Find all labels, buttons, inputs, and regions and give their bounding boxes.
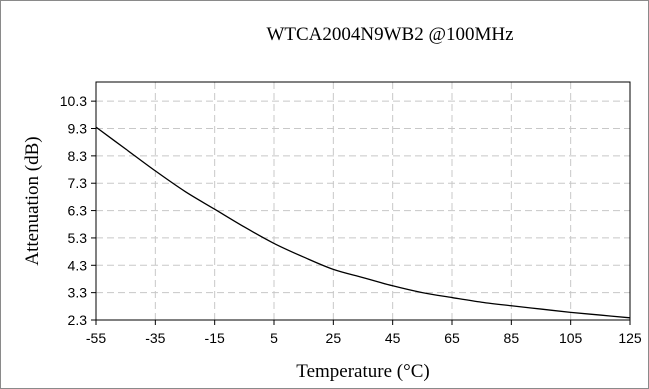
chart-title: WTCA2004N9WB2 @100MHz (266, 24, 513, 45)
y-tick-label: 3.3 (68, 285, 88, 301)
y-tick-label: 2.3 (68, 312, 88, 328)
y-tick-label: 7.3 (68, 175, 88, 191)
x-tick-label: 5 (270, 330, 278, 346)
plot-area-border (95, 81, 631, 321)
x-tick-labels: -55 -35 -15 5 25 45 65 85 105 125 (86, 330, 642, 346)
grid (95, 82, 631, 321)
x-tick-label: 125 (618, 330, 642, 346)
y-tick-label: 5.3 (68, 230, 88, 246)
tick-marks (91, 100, 631, 325)
x-tick-label: -15 (205, 330, 225, 346)
x-tick-label: 65 (444, 330, 460, 346)
y-tick-label: 10.3 (60, 93, 87, 109)
y-tick-label: 6.3 (68, 203, 88, 219)
x-tick-label: 85 (504, 330, 520, 346)
y-tick-labels: 10.3 9.3 8.3 7.3 6.3 5.3 4.3 3.3 2.3 (60, 93, 87, 328)
x-axis-label: Temperature (°C) (296, 361, 429, 382)
x-tick-label: -35 (145, 330, 165, 346)
y-tick-label: 8.3 (68, 148, 88, 164)
y-axis-label: Attenuation (dB) (22, 136, 43, 265)
x-tick-label: 45 (385, 330, 401, 346)
x-tick-label: 25 (326, 330, 342, 346)
x-tick-label: 105 (559, 330, 583, 346)
y-tick-label: 9.3 (68, 121, 88, 137)
x-tick-label: -55 (86, 330, 106, 346)
series-line (95, 126, 631, 319)
y-tick-label: 4.3 (68, 257, 88, 273)
